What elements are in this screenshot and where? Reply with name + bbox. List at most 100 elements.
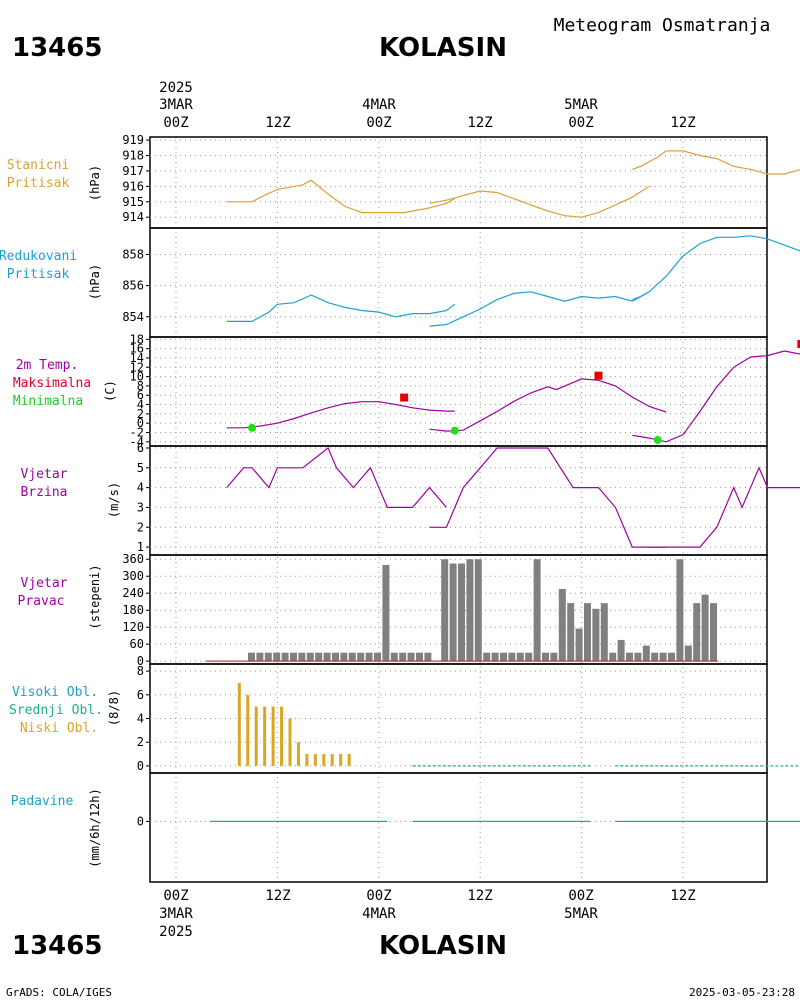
- y-tick-label-p6: 6: [137, 688, 144, 702]
- wind-dir-bar-25: [466, 559, 474, 662]
- unit-p6: (8/8): [107, 690, 121, 726]
- cloud-bar-4: [271, 706, 275, 766]
- bottom-hour-2: 00Z: [366, 888, 391, 904]
- y-tick-label-p3: 14: [130, 351, 144, 365]
- y-tick-label-p5: 240: [122, 586, 144, 600]
- label-stanicni: Stanicni: [7, 158, 70, 173]
- label-pravac: Pravac: [18, 594, 65, 609]
- bottom-date-5mar: 5MAR: [564, 906, 598, 922]
- label-brzina: Brzina: [21, 485, 68, 500]
- y-tick-label-p6: 2: [137, 735, 144, 749]
- panel-units: (hPa) (hPa) (C) (m/s) (stepeni) (8/8) (m…: [88, 165, 121, 868]
- footer-software: GrADS: COLA/IGES: [6, 986, 112, 999]
- y-tick-label-p3: 18: [130, 332, 144, 346]
- y-tick-label-p4: 4: [137, 481, 144, 495]
- station-id-bottom: 13465: [12, 931, 102, 961]
- y-tick-label-p6: 4: [137, 712, 144, 726]
- series-line-p1-2: [632, 150, 800, 175]
- y-tick-label-p6: 0: [137, 759, 144, 773]
- y-tick-label-p5: 180: [122, 603, 144, 617]
- wind-dir-bar-38: [575, 628, 583, 662]
- top-date-5mar: 5MAR: [564, 97, 598, 113]
- wind-dir-bar-26: [474, 559, 482, 662]
- y-tick-label-p1: 914: [122, 210, 144, 224]
- label-pritisak-2: Pritisak: [7, 267, 70, 282]
- y-tick-label-p5: 60: [130, 637, 144, 651]
- wind-dir-bar-48: [659, 652, 667, 662]
- y-tick-label-p1: 916: [122, 179, 144, 193]
- unit-p1: (hPa): [88, 165, 102, 201]
- series-line-p4-1: [429, 447, 667, 548]
- wind-dir-bar-20: [416, 652, 423, 662]
- wind-dir-bar-16: [382, 564, 390, 662]
- bottom-hour-1: 12Z: [265, 888, 290, 904]
- chart-title: Meteogram Osmatranja: [554, 15, 771, 36]
- top-hour-2: 00Z: [366, 115, 391, 131]
- max-temp-marker-0: [400, 393, 409, 402]
- series-line-p2-1: [429, 291, 650, 327]
- unit-p7: (mm/6h/12h): [88, 788, 102, 867]
- series-line-p4-0: [226, 447, 447, 508]
- y-tick-label-p4: 6: [137, 441, 144, 455]
- wind-dir-bar-10: [332, 652, 339, 662]
- wind-dir-bar-6: [298, 652, 306, 662]
- wind-dir-bar-13: [357, 652, 365, 662]
- series-line-p4-2: [649, 466, 800, 548]
- y-tick-label-p7: 0: [137, 814, 144, 828]
- bottom-hour-4: 00Z: [568, 888, 593, 904]
- cloud-bar-12: [339, 754, 343, 766]
- top-date-3mar: 3MAR: [159, 97, 193, 113]
- label-vjetar-1: Vjetar: [21, 467, 68, 482]
- cloud-bar-5: [280, 706, 284, 766]
- wind-dir-bar-0: [248, 652, 255, 662]
- bottom-year: 2025: [159, 924, 193, 940]
- wind-dir-bar-52: [693, 603, 701, 662]
- wind-dir-bar-23: [449, 563, 457, 662]
- wind-dir-bar-14: [365, 652, 373, 662]
- y-tick-label-p3: 0: [137, 416, 144, 430]
- top-hour-0: 00Z: [163, 115, 188, 131]
- chart-marks: 914915916917918919854856858-4-2024681012…: [122, 133, 800, 828]
- top-date-4mar: 4MAR: [362, 97, 396, 113]
- bottom-hour-3: 12Z: [467, 888, 492, 904]
- y-tick-label-p3: 6: [137, 388, 144, 402]
- wind-dir-bar-11: [340, 652, 348, 662]
- cloud-bar-11: [330, 754, 334, 766]
- panel-frame-p7: [149, 772, 768, 883]
- station-name-bottom: KOLASIN: [379, 931, 507, 961]
- panel-frame-p2: [149, 227, 768, 338]
- wind-dir-bar-34: [542, 652, 549, 662]
- label-vjetar-2: Vjetar: [21, 576, 68, 591]
- series-line-p1-0: [226, 179, 456, 214]
- series-line-p2-2: [632, 235, 800, 301]
- wind-dir-bar-2: [264, 652, 272, 662]
- unit-p4: (m/s): [107, 482, 121, 518]
- top-time-axis: 2025 3MAR 00Z 12Z 4MAR 00Z 12Z 5MAR 00Z …: [159, 80, 696, 131]
- cloud-bar-13: [347, 754, 351, 766]
- wind-dir-bar-19: [407, 652, 415, 662]
- cloud-bar-7: [296, 742, 300, 766]
- y-tick-label-p4: 5: [137, 461, 144, 475]
- unit-p5: (stepeni): [88, 564, 102, 629]
- wind-dir-bar-50: [676, 559, 684, 662]
- label-srednji-obl: Srednji Obl.: [9, 703, 103, 718]
- label-pritisak-1: Pritisak: [7, 176, 70, 191]
- y-tick-label-p3: 16: [130, 342, 144, 356]
- wind-dir-bar-45: [634, 652, 642, 662]
- wind-dir-bar-9: [323, 652, 331, 662]
- y-tick-label-p3: 2: [137, 407, 144, 421]
- y-tick-label-p6: 8: [137, 664, 144, 678]
- top-hour-3: 12Z: [467, 115, 492, 131]
- panel-p4: 1 2 3 4 5 6: [137, 441, 800, 554]
- series-line-p3-0: [226, 401, 455, 429]
- cloud-bar-8: [305, 754, 309, 766]
- y-tick-label-p1: 915: [122, 195, 144, 209]
- panel-labels: Stanicni Pritisak Redukovani Pritisak 2m…: [0, 158, 103, 809]
- bottom-hour-5: 12Z: [670, 888, 695, 904]
- label-maksimalna: Maksimalna: [13, 376, 91, 391]
- label-2m-temp: 2m Temp.: [16, 358, 79, 373]
- cloud-bar-9: [313, 754, 317, 766]
- wind-dir-bar-42: [609, 652, 617, 662]
